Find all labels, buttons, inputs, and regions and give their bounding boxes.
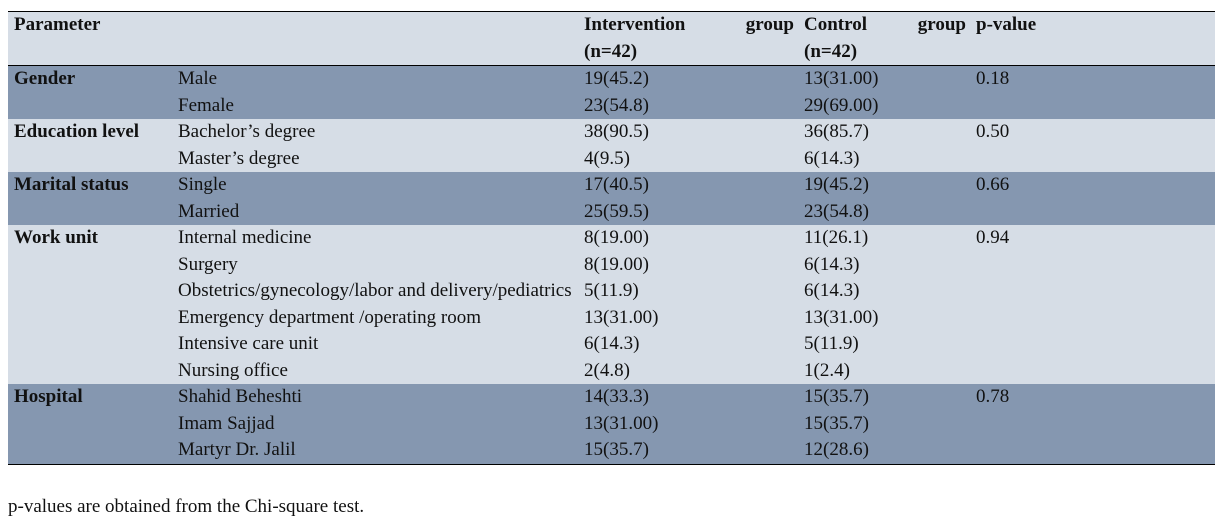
intervention-cell: 5(11.9) bbox=[578, 278, 798, 305]
footnote: p-values are obtained from the Chi-squar… bbox=[8, 496, 365, 517]
intervention-cell: 4(9.5) bbox=[578, 145, 798, 172]
subcategory-cell: Nursing office bbox=[172, 357, 578, 384]
intervention-cell: 8(19.00) bbox=[578, 251, 798, 278]
control-cell: 36(85.7) bbox=[798, 119, 970, 146]
intervention-cell: 2(4.8) bbox=[578, 357, 798, 384]
header-parameter: Parameter bbox=[8, 11, 578, 66]
table-row: Emergency department /operating room 13(3… bbox=[8, 304, 1215, 331]
subcategory-cell: Intensive care unit bbox=[172, 331, 578, 358]
intervention-cell: 23(54.8) bbox=[578, 92, 798, 119]
subcategory-cell: Married bbox=[172, 198, 578, 225]
control-cell: 23(54.8) bbox=[798, 198, 970, 225]
intervention-cell: 14(33.3) bbox=[578, 384, 798, 411]
subcategory-cell: Emergency department /operating room bbox=[172, 304, 578, 331]
pvalue-cell: 0.78 bbox=[970, 384, 1215, 464]
table-row: Martyr Dr. Jalil 15(35.7) 12(28.6) bbox=[8, 437, 1215, 464]
subcategory-cell: Internal medicine bbox=[172, 225, 578, 252]
control-cell: 15(35.7) bbox=[798, 410, 970, 437]
header-row: Parameter Intervention group (n=42) Cont… bbox=[8, 11, 1215, 66]
subcategory-cell: Single bbox=[172, 172, 578, 199]
subcategory-cell: Bachelor’s degree bbox=[172, 119, 578, 146]
pvalue-cell: 0.18 bbox=[970, 65, 1215, 119]
subcategory-cell: Martyr Dr. Jalil bbox=[172, 437, 578, 464]
intervention-cell: 25(59.5) bbox=[578, 198, 798, 225]
intervention-cell: 15(35.7) bbox=[578, 437, 798, 464]
intervention-cell: 6(14.3) bbox=[578, 331, 798, 358]
table-row: Obstetrics/gynecology/labor and delivery… bbox=[8, 278, 1215, 305]
control-cell: 6(14.3) bbox=[798, 278, 970, 305]
pvalue-cell: 0.94 bbox=[970, 225, 1215, 384]
control-cell: 12(28.6) bbox=[798, 437, 970, 464]
pvalue-cell: 0.66 bbox=[970, 172, 1215, 225]
intervention-cell: 19(45.2) bbox=[578, 65, 798, 93]
subcategory-cell: Male bbox=[172, 65, 578, 93]
table-row: Marital status Single 17(40.5) 19(45.2) 0.66 bbox=[8, 172, 1215, 225]
control-cell: 15(35.7) bbox=[798, 384, 970, 411]
intervention-cell: 13(31.00) bbox=[578, 304, 798, 331]
table-row: Education level Bachelor’s degree 38(90.5)… bbox=[8, 119, 1215, 172]
intervention-cell: 38(90.5) bbox=[578, 119, 798, 146]
subcategory-cell: Surgery bbox=[172, 251, 578, 278]
table-row: Gender Male 19(45.2) 13(31.00) 0.18 bbox=[8, 65, 1215, 119]
table-row: Hospital Shahid Beheshti 14(33.3) 15(35.7) 0… bbox=[8, 384, 1215, 464]
table-row: Surgery 8(19.00) 6(14.3) bbox=[8, 251, 1215, 278]
table-row: Nursing office 2(4.8) 1(2.4) bbox=[8, 357, 1215, 384]
group-label: Education level bbox=[8, 119, 172, 172]
table-row: Imam Sajjad 13(31.00) 15(35.7) bbox=[8, 410, 1215, 437]
subcategory-cell: Shahid Beheshti bbox=[172, 384, 578, 411]
intervention-cell: 13(31.00) bbox=[578, 410, 798, 437]
control-cell: 13(31.00) bbox=[798, 304, 970, 331]
subcategory-cell: Master’s degree bbox=[172, 145, 578, 172]
control-cell: 6(14.3) bbox=[798, 145, 970, 172]
group-label: Gender bbox=[8, 65, 172, 119]
table-row: Female 23(54.8) 29(69.00) bbox=[8, 92, 1215, 119]
subcategory-cell: Obstetrics/gynecology/labor and delivery… bbox=[172, 278, 578, 305]
group-label: Marital status bbox=[8, 172, 172, 225]
control-cell: 6(14.3) bbox=[798, 251, 970, 278]
header-pvalue: p-value bbox=[970, 11, 1215, 66]
results-table: Parameter Intervention group (n=42) Cont… bbox=[8, 11, 1215, 465]
group-label: Hospital bbox=[8, 384, 172, 464]
table-row: Work unit Internal medicine 8(19.00) 11(26.… bbox=[8, 225, 1215, 384]
control-cell: 13(31.00) bbox=[798, 65, 970, 93]
intervention-cell: 8(19.00) bbox=[578, 225, 798, 252]
header-control: Control group (n=42) bbox=[798, 11, 970, 66]
subcategory-cell: Female bbox=[172, 92, 578, 119]
pvalue-cell: 0.50 bbox=[970, 119, 1215, 172]
intervention-cell: 17(40.5) bbox=[578, 172, 798, 199]
control-cell: 1(2.4) bbox=[798, 357, 970, 384]
table-row: Intensive care unit 6(14.3) 5(11.9) bbox=[8, 331, 1215, 358]
table-row: Master’s degree 4(9.5) 6(14.3) bbox=[8, 145, 1215, 172]
table-row: Married 25(59.5) 23(54.8) bbox=[8, 198, 1215, 225]
control-cell: 19(45.2) bbox=[798, 172, 970, 199]
control-cell: 11(26.1) bbox=[798, 225, 970, 252]
header-intervention: Intervention group (n=42) bbox=[578, 11, 798, 66]
subcategory-cell: Imam Sajjad bbox=[172, 410, 578, 437]
control-cell: 5(11.9) bbox=[798, 331, 970, 358]
control-cell: 29(69.00) bbox=[798, 92, 970, 119]
group-label: Work unit bbox=[8, 225, 172, 384]
